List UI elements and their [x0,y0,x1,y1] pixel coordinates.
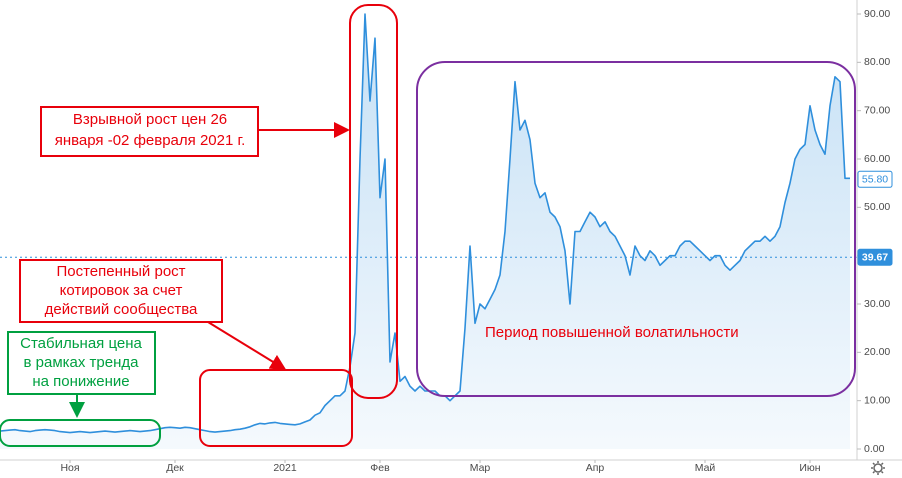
annotation-text: действий сообщества [45,301,198,318]
x-tick-label: Май [695,462,716,474]
annotation-text: котировок за счет [60,282,183,299]
y-tick-label: 60.00 [864,153,890,165]
x-tick-label: Апр [586,462,605,474]
annotation-text: на понижение [32,373,129,390]
annotation-box [19,259,223,323]
x-tick-label: Ноя [60,462,79,474]
y-tick-label: 10.00 [864,394,890,406]
stable-frame [0,419,161,447]
y-tick-label: 70.00 [864,104,890,116]
price-label: 39.67 [862,252,888,264]
y-tick-label: 50.00 [864,201,890,213]
price-label-box [857,248,893,266]
price-label-box [857,170,893,188]
x-tick-label: Фев [370,462,390,474]
x-tick-label: Дек [166,462,184,474]
volatility-frame [416,61,856,397]
annotation-text: Взрывной рост цен 26 [73,111,227,128]
x-tick-label: Июн [799,462,820,474]
price-label: 55.80 [862,174,888,186]
y-tick-label: 0.00 [864,443,885,455]
y-tick-label: 30.00 [864,298,890,310]
annotation-text: Стабильная цена [20,335,142,352]
settings-icon[interactable] [871,461,885,475]
area [0,14,850,449]
annotation-box [40,106,259,157]
annotation-text: Постепенный рост [56,263,185,280]
y-tick-label: 20.00 [864,346,890,358]
annotation-text: Период повышенной волатильности [485,324,739,341]
annotation-text: в рамках тренда [24,354,140,371]
line [0,13,850,434]
y-tick-label: 80.00 [864,56,890,68]
arrow [207,321,287,371]
x-tick-label: Мар [470,462,491,474]
annotation-text: января -02 февраля 2021 г. [55,132,246,149]
x-tick-label: 2021 [273,462,297,474]
spike-frame [349,4,398,399]
annotation-box [7,331,156,395]
y-tick-label: 90.00 [864,8,890,20]
